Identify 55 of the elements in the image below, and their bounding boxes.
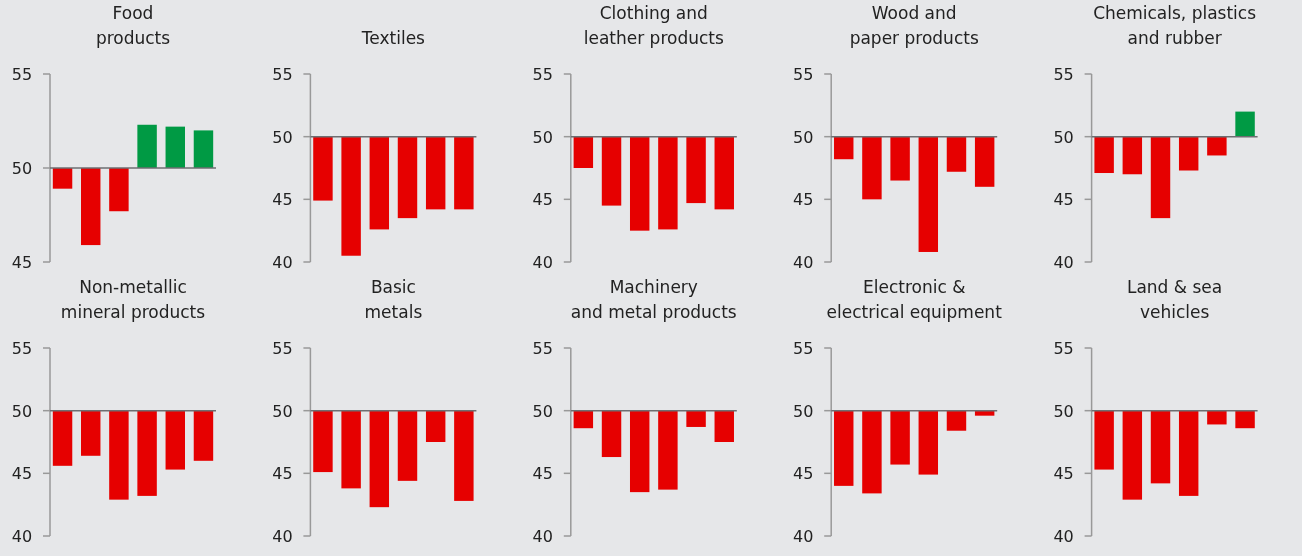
y-tick-label: 40 — [793, 253, 814, 272]
y-tick-label: 40 — [1053, 527, 1074, 546]
y-tick-label: 40 — [272, 253, 293, 272]
bar — [81, 168, 101, 246]
y-tick-label: 45 — [793, 464, 814, 484]
chart-title: Textiles — [360, 28, 426, 48]
bar — [52, 168, 73, 189]
y-tick-label: 55 — [1053, 65, 1074, 84]
y-tick-label: 45 — [793, 190, 814, 210]
chart-title: Clothing and leather products — [583, 3, 725, 48]
y-tick-label: 50 — [1053, 401, 1074, 421]
y-tick-label: 40 — [532, 527, 553, 546]
y-tick-label: 40 — [532, 253, 553, 272]
y-tick-label: 50 — [272, 401, 293, 421]
y-tick-label: 55 — [532, 339, 553, 358]
y-tick-label: 50 — [532, 401, 553, 421]
y-tick-label: 50 — [793, 401, 814, 421]
y-tick-label: 50 — [793, 127, 814, 147]
y-tick-label: 55 — [272, 339, 293, 358]
y-tick-label: 55 — [1053, 339, 1074, 358]
y-tick-label: 50 — [11, 401, 33, 421]
y-tick-label: 55 — [272, 65, 293, 84]
y-tick-label: 55 — [793, 339, 814, 358]
y-tick-label: 50 — [11, 159, 33, 178]
y-tick-label: 50 — [1053, 127, 1074, 147]
chart-title: Non-metallic mineral products — [60, 277, 206, 322]
y-tick-label: 50 — [272, 127, 293, 147]
y-tick-label: 40 — [793, 527, 814, 546]
y-tick-label: 45 — [11, 253, 33, 272]
chart-title: Machinery and metal products — [570, 277, 737, 322]
chart-title: Chemicals, plastics and rubber — [1093, 3, 1257, 48]
y-tick-label: 45 — [1053, 464, 1074, 484]
chart-title: Wood and paper products — [849, 3, 979, 48]
y-tick-label: 40 — [272, 527, 293, 546]
y-tick-label: 45 — [272, 464, 293, 484]
y-tick-label: 45 — [532, 464, 553, 484]
y-tick-label: 55 — [793, 65, 814, 84]
y-tick-label: 40 — [11, 527, 33, 546]
y-tick-label: 50 — [532, 127, 553, 147]
y-tick-label: 45 — [11, 464, 33, 484]
y-tick-label: 45 — [1053, 190, 1074, 210]
y-tick-label: 40 — [1053, 253, 1074, 272]
y-tick-label: 45 — [532, 190, 553, 210]
y-tick-label: 55 — [532, 65, 553, 84]
bar — [137, 124, 157, 168]
chart-title: Electronic & electrical equipment — [826, 277, 1003, 322]
y-tick-label: 55 — [11, 339, 33, 358]
chart-title: Basic metals — [364, 277, 423, 322]
y-tick-label: 45 — [272, 190, 293, 210]
y-tick-label: 55 — [11, 65, 33, 84]
chart-title: Food products — [95, 3, 171, 48]
chart-title: Land & sea vehicles — [1126, 277, 1223, 322]
bar — [109, 168, 129, 212]
bar — [193, 130, 214, 168]
bar — [165, 126, 185, 168]
